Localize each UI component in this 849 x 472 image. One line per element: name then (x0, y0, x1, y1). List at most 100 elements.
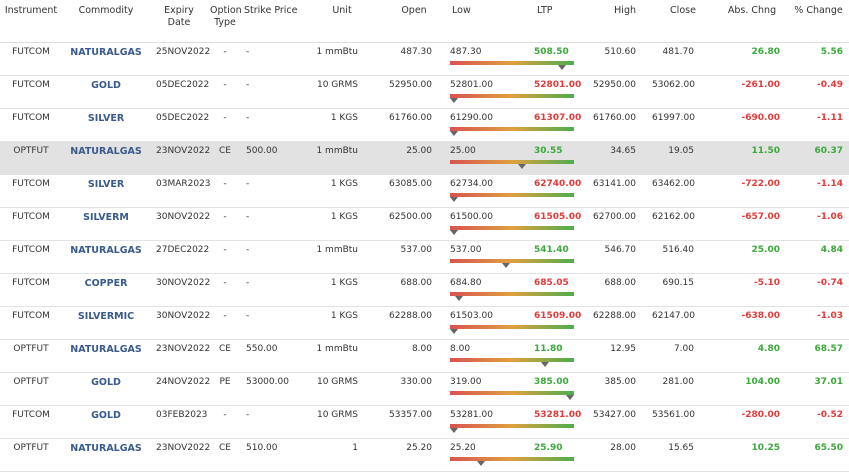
strike-price-cell: - (242, 207, 306, 241)
low-ltp-range-cell: 25.20 25.90 (450, 438, 580, 472)
low-value: 52801.00 (450, 80, 493, 90)
commodity-link[interactable]: NATURALGAS (62, 240, 150, 274)
unit-cell: 1 mmBtu (306, 240, 378, 274)
low-value: 684.80 (450, 278, 482, 288)
header-pct-change[interactable]: % Change (788, 0, 849, 43)
option-type-cell: - (208, 42, 242, 76)
close-cell: 19.05 (650, 141, 716, 175)
close-cell: 7.00 (650, 339, 716, 373)
open-cell: 62288.00 (378, 306, 450, 340)
header-open[interactable]: Open (378, 0, 450, 43)
ltp-value: 61505.00 (534, 212, 582, 222)
low-ltp-range-cell: 53281.00 53281.00 (449, 405, 581, 439)
table-row[interactable]: OPTFUT NATURALGAS 23NOV2022 CE 550.00 1 mmBtu… (0, 339, 849, 373)
option-type-cell: - (208, 75, 242, 109)
option-type-cell: CE (208, 339, 242, 373)
table-row[interactable]: FUTCOM SILVERMIC 30NOV2022- -1 KGS 62288.00 6… (0, 306, 849, 340)
low-ltp-range: 25.20 25.90 (450, 443, 574, 471)
ltp-marker-icon (454, 296, 463, 301)
low-ltp-range-cell: 684.80 685.05 (450, 273, 580, 307)
instrument-cell: OPTFUT (0, 339, 62, 373)
ltp-marker-icon (557, 65, 566, 70)
table-row[interactable]: FUTCOM SILVER 03MAR2023- -1 KGS 63085.00 6273… (0, 174, 849, 208)
abs-change-cell: 10.25 (716, 438, 788, 472)
low-value: 319.00 (450, 377, 482, 387)
day-range-bar (450, 424, 574, 428)
ltp-value: 11.80 (534, 344, 563, 354)
ltp-marker-icon (449, 428, 458, 433)
header-option-type[interactable]: Option Type (208, 0, 242, 43)
header-abs-chng[interactable]: Abs. Chng (716, 0, 788, 43)
commodity-link[interactable]: NATURALGAS (62, 141, 150, 175)
day-range-bar (450, 226, 574, 230)
abs-change-cell: 104.00 (716, 372, 788, 406)
table-row[interactable]: FUTCOM NATURALGAS 27DEC2022- -1 mmBtu 537.00… (0, 240, 849, 274)
expiry-date-cell: 27DEC2022 (150, 240, 209, 274)
ltp-value: 53281.00 (534, 410, 582, 420)
low-ltp-range: 25.00 30.55 (450, 146, 574, 174)
commodity-link[interactable]: NATURALGAS (62, 339, 150, 373)
strike-price-cell: - (242, 273, 306, 307)
open-cell: 330.00 (378, 372, 450, 406)
header-commodity[interactable]: Commodity (62, 0, 150, 43)
commodity-link[interactable]: COPPER (62, 273, 150, 307)
close-cell: 281.00 (650, 372, 716, 406)
commodity-link[interactable]: SILVER (62, 108, 150, 142)
day-range-bar (450, 391, 574, 395)
table-row[interactable]: OPTFUT GOLD 24NOV2022 PE 53000.00 10 GRMS 330.… (0, 372, 849, 406)
instrument-cell: FUTCOM (0, 108, 62, 142)
table-row[interactable]: OPTFUT NATURALGAS 23NOV2022 CE 500.00 1 mmBtu… (0, 141, 849, 175)
commodity-link[interactable]: SILVER (62, 174, 150, 208)
table-row[interactable]: FUTCOM GOLD 05DEC2022- -10 GRMS 52950.00 5280… (0, 75, 849, 109)
pct-change-cell: -1.14 (788, 174, 849, 208)
abs-change-cell: -5.10 (716, 273, 788, 307)
close-cell: 15.65 (650, 438, 716, 472)
option-type-cell: - (208, 306, 242, 340)
high-cell: 63141.00 (580, 174, 650, 208)
pct-change-cell: 65.50 (788, 438, 849, 472)
high-cell: 510.60 (580, 42, 650, 76)
expiry-date-cell: 30NOV2022 (150, 306, 210, 340)
header-expiry-date[interactable]: Expiry Date (150, 0, 208, 43)
table-row[interactable]: FUTCOM NATURALGAS 25NOV2022- -1 mmBtu 487.30… (0, 42, 849, 76)
table-row[interactable]: OPTFUT NATURALGAS 23NOV2022 CE 510.00 1 25.20 2… (0, 438, 849, 472)
close-cell: 481.70 (650, 42, 716, 76)
low-ltp-range: 53281.00 53281.00 (449, 410, 581, 438)
low-ltp-range: 8.00 11.80 (450, 344, 574, 372)
option-type-cell: CE (208, 141, 242, 175)
commodity-link[interactable]: SILVERM (62, 207, 150, 241)
low-value: 61500.00 (450, 212, 493, 222)
low-value: 25.00 (450, 146, 476, 156)
unit-cell: 10 GRMS (306, 75, 378, 109)
table-row[interactable]: FUTCOM SILVERM 30NOV2022- -1 KGS 62500.00 615… (0, 207, 849, 241)
abs-change-cell: 26.80 (716, 42, 788, 76)
commodity-link[interactable]: NATURALGAS (62, 42, 150, 76)
header-high[interactable]: High (580, 0, 650, 43)
commodity-link[interactable]: NATURALGAS (62, 438, 150, 472)
low-ltp-range: 61290.00 61307.00 (449, 113, 581, 141)
table-row[interactable]: FUTCOM GOLD 03FEB2023- -10 GRMS 53357.00 5328… (0, 405, 849, 439)
header-unit[interactable]: Unit (306, 0, 378, 43)
table-row[interactable]: FUTCOM COPPER 30NOV2022- -1 KGS 688.00 684.80… (0, 273, 849, 307)
low-value: 25.20 (450, 443, 476, 453)
instrument-cell: FUTCOM (0, 174, 62, 208)
pct-change-cell: 37.01 (788, 372, 849, 406)
low-ltp-range-cell: 537.00 541.40 (450, 240, 580, 274)
commodity-link[interactable]: GOLD (62, 372, 150, 406)
low-value: 487.30 (450, 47, 482, 57)
high-cell: 12.95 (580, 339, 650, 373)
header-close[interactable]: Close (650, 0, 716, 43)
commodity-link[interactable]: GOLD (62, 405, 150, 439)
day-range-bar (450, 457, 574, 461)
instrument-cell: FUTCOM (0, 273, 62, 307)
low-ltp-range: 52801.00 52801.00 (449, 80, 581, 108)
table-row[interactable]: FUTCOM SILVER 05DEC2022- -1 KGS 61760.00 6129… (0, 108, 849, 142)
commodity-link[interactable]: GOLD (62, 75, 150, 109)
low-value: 8.00 (450, 344, 471, 354)
header-instrument[interactable]: Instrument (0, 0, 62, 43)
table-body: FUTCOM NATURALGAS 25NOV2022- -1 mmBtu 487.30… (0, 42, 849, 472)
header-low-ltp[interactable]: Low LTP (450, 0, 580, 43)
header-strike-price[interactable]: Strike Price (242, 0, 306, 43)
commodity-link[interactable]: SILVERMIC (62, 306, 150, 340)
